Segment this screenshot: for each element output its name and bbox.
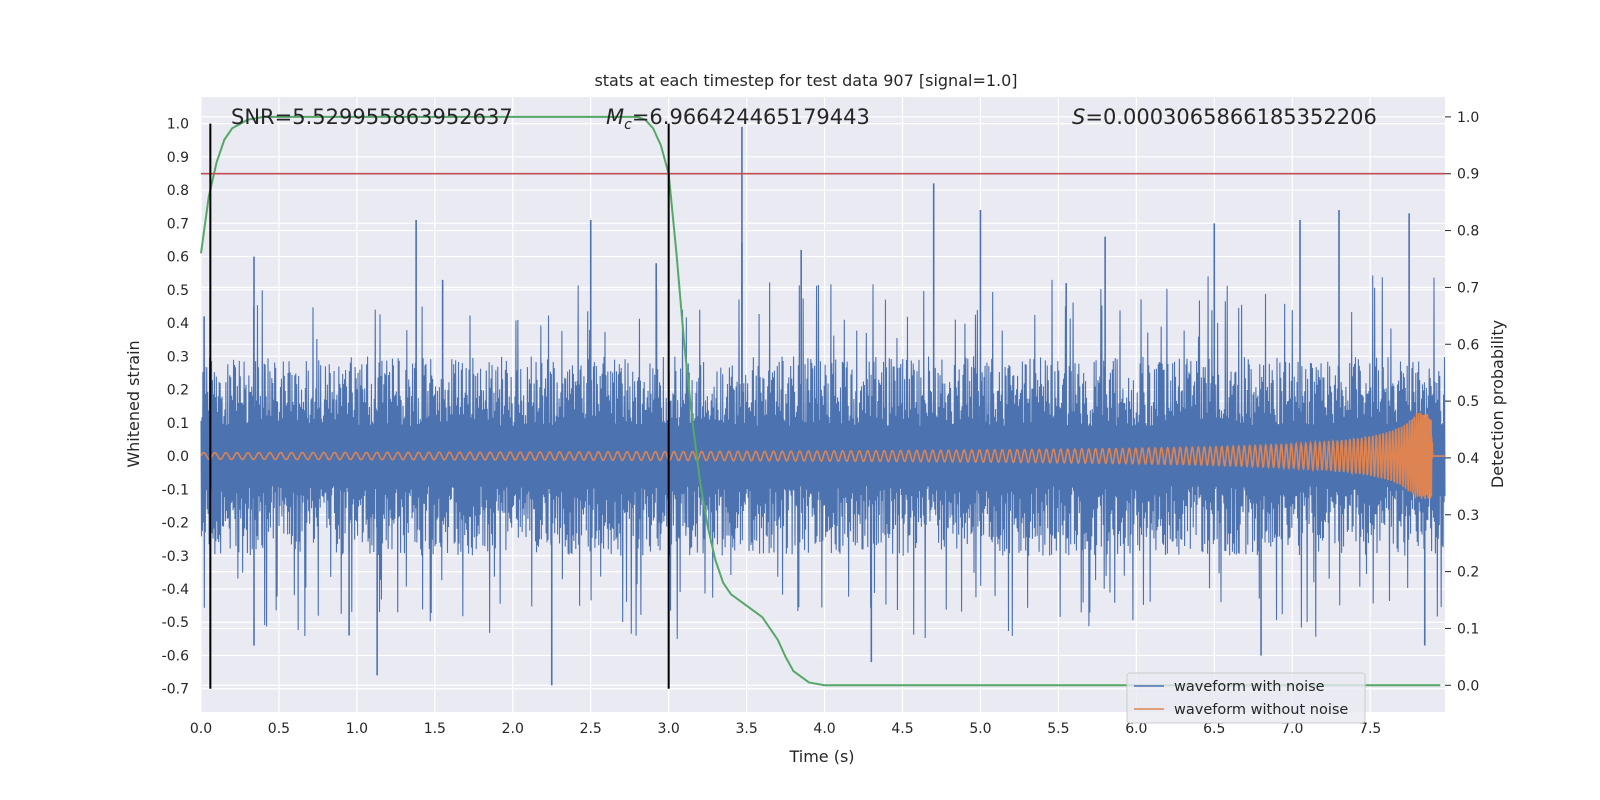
y2-axis-label: Detection probability — [1488, 320, 1507, 488]
overlay-lines — [201, 123, 1445, 689]
y2-tick-label: 0.4 — [1457, 451, 1479, 467]
legend: waveform with noise waveform without noi… — [1126, 672, 1366, 724]
y2-tick-label: 0.6 — [1457, 337, 1479, 353]
x-tick-label: 0.0 — [190, 721, 212, 737]
y-tick-label: -0.1 — [162, 482, 189, 498]
chirp-mass-value: =6.966424465179443 — [632, 105, 870, 129]
y2-tick-label: 1.0 — [1457, 110, 1479, 126]
y-tick-label: -0.2 — [162, 516, 189, 532]
snr-annotation: SNR=5.529955863952637 — [231, 105, 513, 129]
legend-label-noisy: waveform with noise — [1174, 679, 1325, 695]
y-tick-label: 0.4 — [167, 316, 189, 332]
y-tick-label: -0.5 — [162, 615, 189, 631]
y-tick-label: 1.0 — [167, 117, 189, 133]
y2-tick-label: 0.3 — [1457, 508, 1479, 524]
y-tick-label: 0.3 — [167, 349, 189, 365]
y2-tick-label: 0.8 — [1457, 224, 1479, 240]
chirp-mass-annotation: Mc=6.966424465179443 — [606, 105, 870, 133]
x-tick-label: 3.0 — [658, 721, 680, 737]
y-axis-ticks: -0.7 -0.6 -0.5 -0.4 -0.3 -0.2 -0.1 0.0 0.1 0.2 0.3… — [162, 117, 189, 698]
clean-waveform-series — [200, 412, 1445, 500]
x-axis-ticks: 0.0 0.5 1.0 1.5 2.0 2.5 3.0 3.5 4.0 4.5 5.0 5.5 6.0 6… — [190, 721, 1381, 737]
y2-tick-label: 0.5 — [1457, 394, 1479, 410]
x-tick-label: 1.5 — [424, 721, 446, 737]
x-tick-label: 2.0 — [502, 721, 524, 737]
y-tick-label: -0.4 — [162, 582, 189, 598]
x-tick-label: 4.0 — [813, 721, 835, 737]
score-annotation: S=0.0003065866185352206 — [1072, 105, 1377, 129]
y2-tick-label: 0.9 — [1457, 167, 1479, 183]
y2-tick-label: 0.7 — [1457, 280, 1479, 296]
x-tick-label: 3.5 — [735, 721, 757, 737]
y-tick-label: 0.7 — [167, 216, 189, 232]
x-tick-label: 2.5 — [580, 721, 602, 737]
clean-waveform-line — [200, 412, 1445, 500]
x-tick-label: 5.0 — [969, 721, 991, 737]
legend-label-clean: waveform without noise — [1174, 702, 1348, 718]
x-tick-label: 0.5 — [268, 721, 290, 737]
y-tick-label: 0.0 — [167, 449, 189, 465]
y-tick-label: 0.8 — [167, 183, 189, 199]
y-tick-label: 0.1 — [167, 416, 189, 432]
y2-tick-label: 0.1 — [1457, 621, 1479, 637]
x-tick-label: 5.5 — [1047, 721, 1069, 737]
y-tick-label: 0.9 — [167, 150, 189, 166]
x-tick-label: 7.0 — [1281, 721, 1303, 737]
y-tick-label: 0.5 — [167, 283, 189, 299]
x-tick-label: 6.5 — [1203, 721, 1225, 737]
y-tick-label: -0.3 — [162, 549, 189, 565]
x-tick-label: 1.0 — [346, 721, 368, 737]
x-tick-label: 6.0 — [1125, 721, 1147, 737]
score-symbol: S — [1072, 105, 1085, 129]
x-tick-label: 7.5 — [1359, 721, 1381, 737]
y2-axis-ticks: 0.0 0.1 0.2 0.3 0.4 0.5 0.6 0.7 0.8 0.9 1.0 — [1445, 110, 1479, 694]
y-axis-label: Whitened strain — [124, 340, 143, 467]
detection-probability-line — [200, 115, 1441, 687]
y-tick-label: 0.6 — [167, 250, 189, 266]
y2-tick-label: 0.0 — [1457, 678, 1479, 694]
y-tick-label: 0.2 — [167, 383, 189, 399]
y2-tick-label: 0.2 — [1457, 565, 1479, 581]
detection-probability-series — [200, 115, 1441, 687]
y-tick-label: -0.7 — [162, 682, 189, 698]
noisy-waveform-line — [200, 275, 1446, 639]
chart-title: stats at each timestep for test data 907… — [594, 71, 1017, 90]
legend-box — [1126, 672, 1366, 724]
chirp-mass-subscript: c — [624, 117, 632, 133]
noisy-waveform-series — [200, 126, 1446, 686]
chirp-mass-symbol: M — [606, 105, 624, 129]
y-tick-label: -0.6 — [162, 648, 189, 664]
x-axis-label: Time (s) — [788, 747, 854, 766]
score-value: =0.0003065866185352206 — [1085, 105, 1377, 129]
x-tick-label: 4.5 — [891, 721, 913, 737]
